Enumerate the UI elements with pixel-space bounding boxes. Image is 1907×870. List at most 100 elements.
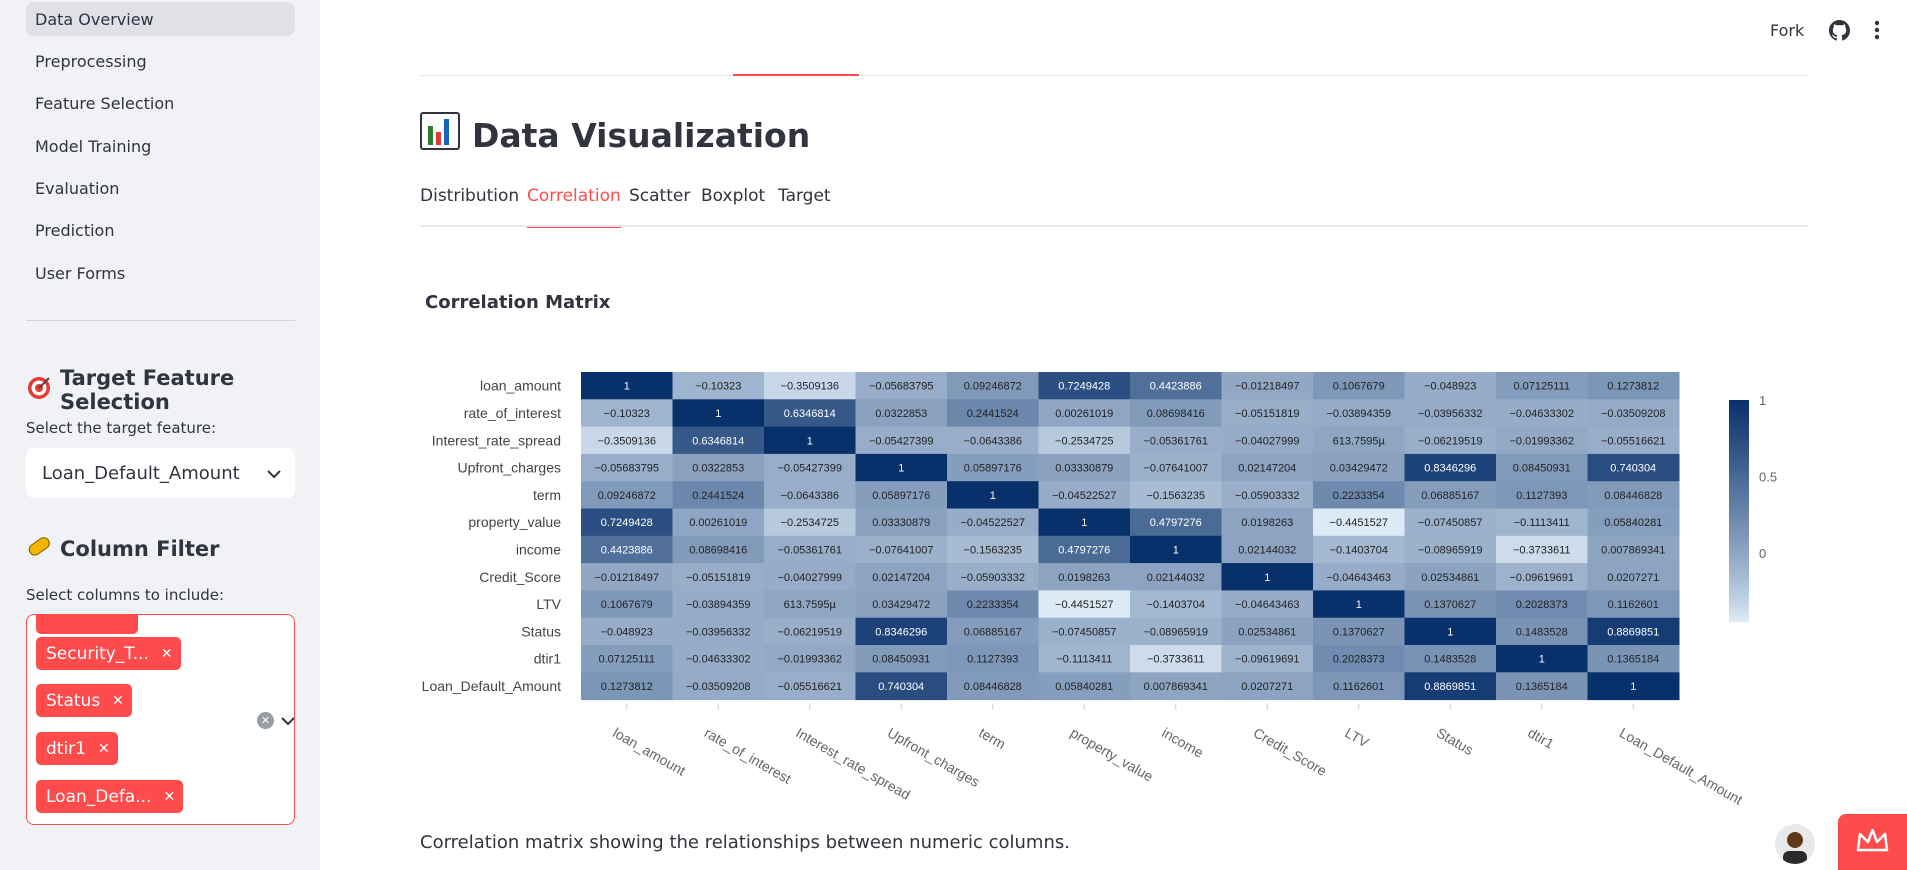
heatmap-cell[interactable]: [1496, 399, 1588, 428]
tab-boxplot[interactable]: Boxplot: [701, 186, 766, 206]
heatmap-cell[interactable]: [947, 645, 1039, 673]
heatmap-cell[interactable]: [1038, 672, 1131, 701]
heatmap-cell[interactable]: [1221, 453, 1314, 482]
chip-remove-icon[interactable]: ✕: [112, 692, 124, 709]
heatmap-cell[interactable]: [1221, 645, 1314, 673]
heatmap-cell[interactable]: [1130, 563, 1222, 591]
heatmap-cell[interactable]: [1038, 645, 1131, 673]
heatmap-cell[interactable]: [947, 617, 1039, 646]
heatmap-cell[interactable]: [1130, 372, 1222, 400]
nav-user-forms[interactable]: User Forms: [35, 263, 126, 283]
heatmap-cell[interactable]: [1404, 617, 1497, 646]
heatmap-cell[interactable]: [1587, 617, 1680, 646]
heatmap-cell[interactable]: [1587, 535, 1680, 564]
heatmap-cell[interactable]: [1313, 535, 1405, 564]
heatmap-cell[interactable]: [764, 453, 856, 482]
heatmap-cell[interactable]: [1404, 508, 1497, 537]
heatmap-cell[interactable]: [1404, 645, 1497, 673]
nav-prediction[interactable]: Prediction: [35, 221, 115, 241]
heatmap-cell[interactable]: [764, 645, 856, 673]
heatmap-cell[interactable]: [581, 617, 673, 646]
heatmap-cell[interactable]: [581, 481, 673, 509]
heatmap-cell[interactable]: [1130, 535, 1222, 564]
heatmap-cell[interactable]: [1313, 563, 1405, 591]
heatmap-cell[interactable]: [1313, 672, 1405, 701]
heatmap-cell[interactable]: [947, 508, 1039, 537]
heatmap-cell[interactable]: [1496, 617, 1588, 646]
heatmap-cell[interactable]: [855, 645, 948, 673]
heatmap-cell[interactable]: [581, 453, 673, 482]
heatmap-cell[interactable]: [764, 399, 856, 428]
heatmap-cell[interactable]: [672, 453, 765, 482]
nav-data-overview[interactable]: Data Overview: [26, 2, 295, 36]
heatmap-cell[interactable]: [1221, 563, 1314, 591]
heatmap-cell[interactable]: [1313, 617, 1405, 646]
kebab-menu-icon[interactable]: [1874, 19, 1880, 45]
heatmap-cell[interactable]: [1038, 426, 1131, 455]
tab-correlation[interactable]: Correlation: [527, 186, 621, 228]
heatmap-cell[interactable]: [1404, 453, 1497, 482]
heatmap-cell[interactable]: [581, 535, 673, 564]
heatmap-cell[interactable]: [1404, 563, 1497, 591]
heatmap-cell[interactable]: [672, 535, 765, 564]
heatmap-cell[interactable]: [581, 372, 673, 400]
heatmap-cell[interactable]: [764, 617, 856, 646]
heatmap-cell[interactable]: [1130, 590, 1222, 619]
heatmap-cell[interactable]: [1130, 399, 1222, 428]
heatmap-cell[interactable]: [581, 563, 673, 591]
heatmap-cell[interactable]: [1221, 672, 1314, 701]
heatmap-cell[interactable]: [1130, 508, 1222, 537]
heatmap-cell[interactable]: [764, 426, 856, 455]
heatmap-cell[interactable]: [855, 563, 948, 591]
heatmap-cell[interactable]: [672, 563, 765, 591]
heatmap-cell[interactable]: [1221, 426, 1314, 455]
heatmap-cell[interactable]: [1313, 508, 1405, 537]
heatmap-cell[interactable]: [1038, 481, 1131, 509]
heatmap-cell[interactable]: [1130, 617, 1222, 646]
tab-distribution[interactable]: Distribution: [420, 186, 520, 206]
heatmap-cell[interactable]: [1404, 672, 1497, 701]
github-icon[interactable]: [1829, 20, 1850, 45]
heatmap-cell[interactable]: [1496, 672, 1588, 701]
heatmap-cell[interactable]: [1221, 508, 1314, 537]
heatmap-cell[interactable]: [855, 453, 948, 482]
nav-evaluation[interactable]: Evaluation: [35, 179, 120, 199]
heatmap-cell[interactable]: [1221, 535, 1314, 564]
heatmap-cell[interactable]: [1130, 481, 1222, 509]
heatmap-cell[interactable]: [1313, 590, 1405, 619]
heatmap-cell[interactable]: [1404, 535, 1497, 564]
heatmap-cell[interactable]: [947, 372, 1039, 400]
heatmap-cell[interactable]: [947, 453, 1039, 482]
nav-model-training[interactable]: Model Training: [35, 136, 152, 156]
heatmap-cell[interactable]: [1038, 563, 1131, 591]
heatmap-cell[interactable]: [672, 645, 765, 673]
heatmap-cell[interactable]: [672, 590, 765, 619]
heatmap-cell[interactable]: [947, 481, 1039, 509]
heatmap-cell[interactable]: [672, 399, 765, 428]
heatmap-cell[interactable]: [1587, 453, 1680, 482]
heatmap-cell[interactable]: [1038, 372, 1131, 400]
heatmap-cell[interactable]: [672, 426, 765, 455]
heatmap-cell[interactable]: [764, 481, 856, 509]
heatmap-cell[interactable]: [672, 481, 765, 509]
heatmap-cell[interactable]: [581, 399, 673, 428]
heatmap-cell[interactable]: [581, 645, 673, 673]
chip-remove-icon[interactable]: ✕: [98, 740, 110, 757]
clear-all-icon[interactable]: ✕: [257, 712, 274, 729]
fork-button[interactable]: Fork: [1770, 21, 1805, 40]
heatmap-cell[interactable]: [855, 372, 948, 400]
heatmap-cell[interactable]: [764, 372, 856, 400]
heatmap-cell[interactable]: [1221, 481, 1314, 509]
heatmap-cell[interactable]: [1587, 563, 1680, 591]
heatmap-cell[interactable]: [855, 508, 948, 537]
heatmap-cell[interactable]: [1130, 645, 1222, 673]
target-feature-select[interactable]: Loan_Default_Amount: [26, 448, 295, 498]
heatmap-cell[interactable]: [672, 672, 765, 701]
heatmap-cell[interactable]: [1130, 672, 1222, 701]
chip-remove-icon[interactable]: ✕: [160, 645, 173, 662]
heatmap-cell[interactable]: [672, 508, 765, 537]
tab-target[interactable]: Target: [778, 186, 831, 206]
heatmap-cell[interactable]: [1496, 563, 1588, 591]
heatmap-cell[interactable]: [1587, 426, 1680, 455]
heatmap-cell[interactable]: [1221, 617, 1314, 646]
